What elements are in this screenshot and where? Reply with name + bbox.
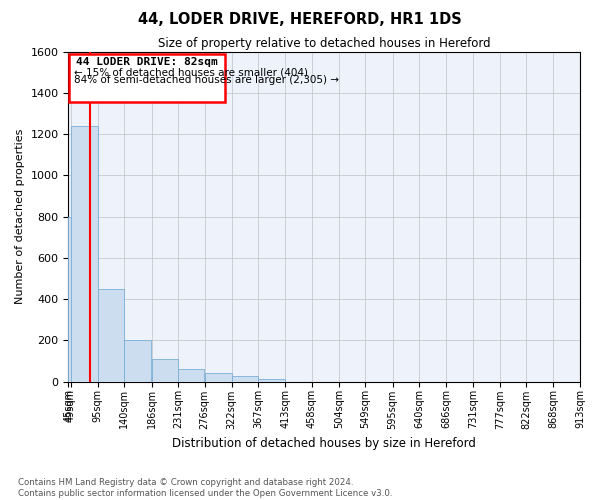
Bar bbox=[68, 216, 71, 382]
Text: ← 15% of detached houses are smaller (404): ← 15% of detached houses are smaller (40… bbox=[74, 67, 308, 77]
Bar bbox=[178, 369, 205, 382]
Bar bbox=[152, 359, 178, 382]
Text: 44, LODER DRIVE, HEREFORD, HR1 1DS: 44, LODER DRIVE, HEREFORD, HR1 1DS bbox=[138, 12, 462, 28]
Bar bbox=[124, 340, 151, 382]
Y-axis label: Number of detached properties: Number of detached properties bbox=[15, 129, 25, 304]
Bar bbox=[232, 376, 258, 382]
Title: Size of property relative to detached houses in Hereford: Size of property relative to detached ho… bbox=[158, 38, 491, 51]
X-axis label: Distribution of detached houses by size in Hereford: Distribution of detached houses by size … bbox=[172, 437, 476, 450]
Text: 84% of semi-detached houses are larger (2,305) →: 84% of semi-detached houses are larger (… bbox=[74, 76, 339, 86]
Text: Contains HM Land Registry data © Crown copyright and database right 2024.
Contai: Contains HM Land Registry data © Crown c… bbox=[18, 478, 392, 498]
Bar bbox=[98, 289, 124, 382]
Bar bbox=[205, 374, 232, 382]
Bar bbox=[69, 54, 224, 102]
Text: 44 LODER DRIVE: 82sqm: 44 LODER DRIVE: 82sqm bbox=[76, 58, 218, 68]
Bar bbox=[258, 380, 285, 382]
Bar bbox=[71, 126, 98, 382]
